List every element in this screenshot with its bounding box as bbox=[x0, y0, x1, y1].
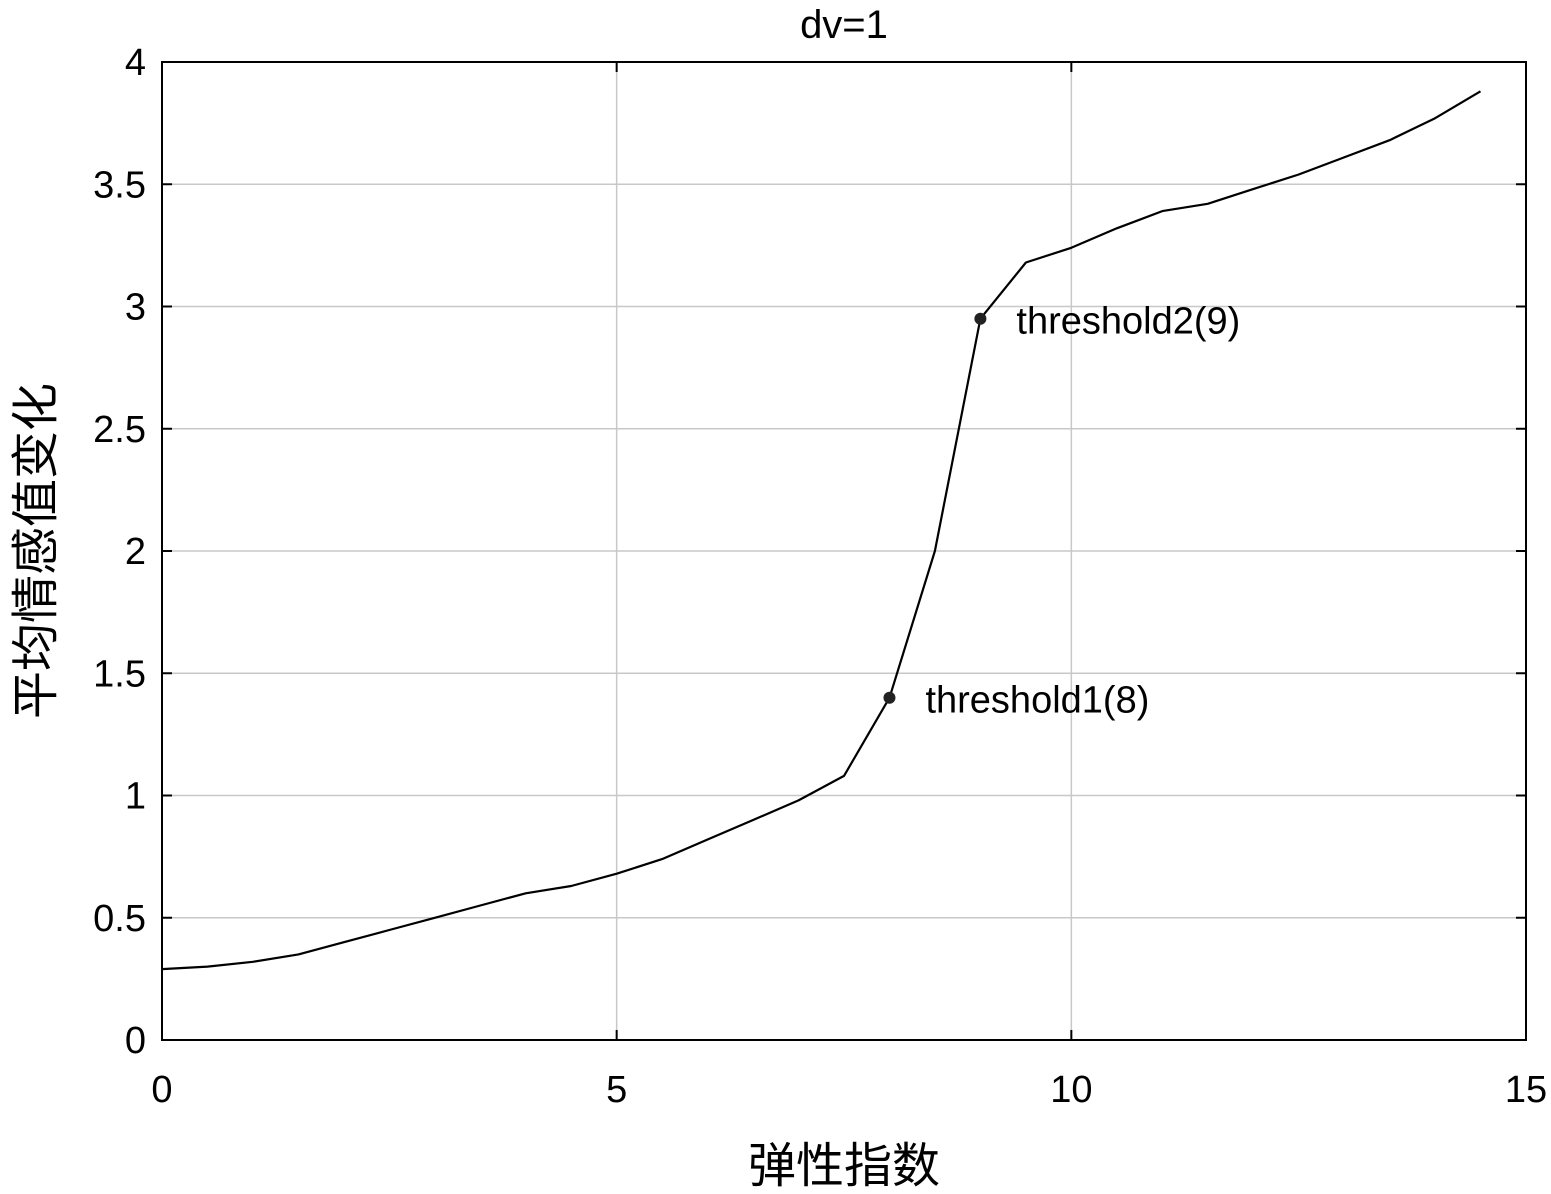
annotation-label: threshold2(9) bbox=[1016, 301, 1240, 343]
x-tick-label: 10 bbox=[1050, 1069, 1092, 1111]
x-tick-label: 0 bbox=[151, 1069, 172, 1111]
y-tick-label: 0.5 bbox=[93, 898, 146, 940]
y-axis-label: 平均情感值变化 bbox=[8, 383, 64, 719]
y-tick-label: 1 bbox=[125, 776, 146, 818]
y-tick-label: 1.5 bbox=[93, 653, 146, 695]
annotation-point bbox=[974, 312, 987, 325]
y-tick-label: 4 bbox=[125, 42, 146, 84]
series-line bbox=[161, 90, 1482, 971]
annotation-point bbox=[883, 691, 896, 704]
series bbox=[161, 90, 1482, 971]
y-tick-label: 3.5 bbox=[93, 164, 146, 206]
x-axis-label: 弹性指数 bbox=[748, 1138, 940, 1194]
grid bbox=[162, 62, 1526, 1040]
annotation-label: threshold1(8) bbox=[925, 680, 1149, 722]
x-tick-label: 15 bbox=[1505, 1069, 1547, 1111]
chart-title: dv=1 bbox=[800, 3, 888, 47]
ticks: 0 5 10 15 0 0.5 1 1.5 2 2.5 3 3.5 4 bbox=[93, 42, 1547, 1111]
annotations: threshold1(8) threshold2(9) bbox=[883, 301, 1240, 722]
y-tick-label: 2.5 bbox=[93, 409, 146, 451]
y-tick-label: 2 bbox=[125, 531, 146, 573]
x-tick-label: 5 bbox=[606, 1069, 627, 1111]
y-tick-label: 0 bbox=[125, 1020, 146, 1062]
y-tick-label: 3 bbox=[125, 287, 146, 329]
